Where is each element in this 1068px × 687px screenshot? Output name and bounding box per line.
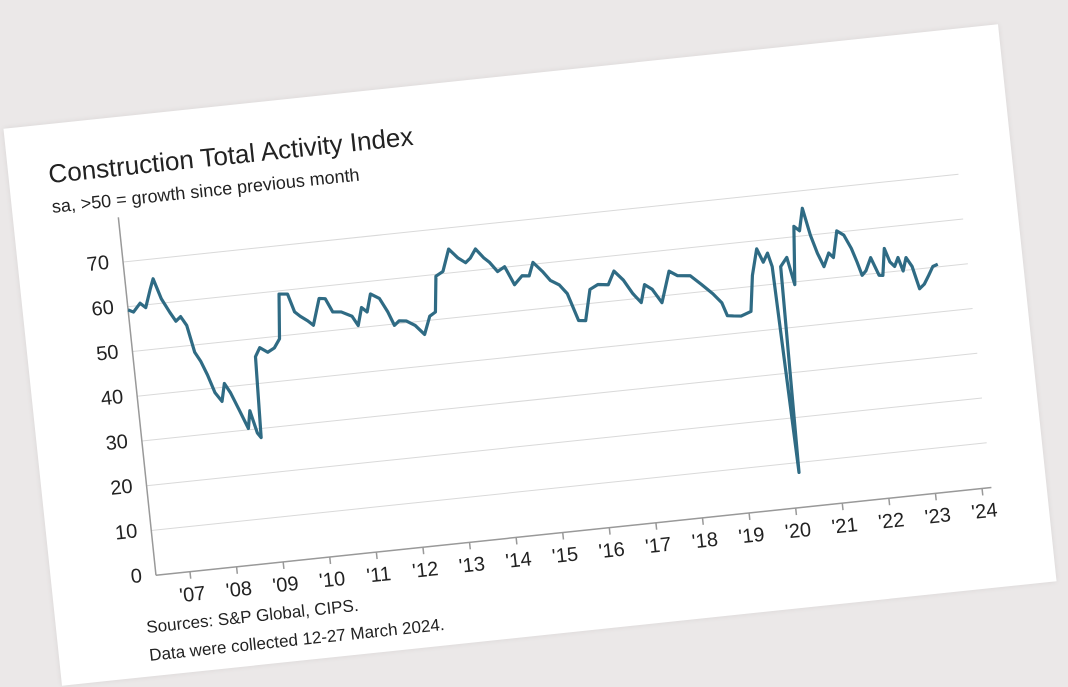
grid-line [123, 173, 959, 263]
x-tick [235, 566, 239, 574]
x-tick [934, 493, 937, 501]
x-tick-label: '15 [551, 543, 579, 568]
x-tick [329, 556, 332, 565]
x-tick [468, 542, 472, 550]
x-tick-label: '23 [924, 504, 952, 529]
chart: Construction Total Activity Index sa, >5… [47, 121, 999, 665]
grid-line [141, 352, 978, 442]
x-tick-label: '14 [504, 548, 532, 573]
chart-card: Construction Total Activity Index sa, >5… [3, 24, 1057, 686]
y-axis [117, 217, 157, 576]
x-tick-label: '17 [644, 534, 672, 559]
x-tick-label: '12 [411, 558, 439, 583]
y-tick-label: 10 [114, 520, 138, 544]
x-axis [155, 486, 992, 577]
x-tick-label: '13 [458, 553, 486, 578]
x-tick [189, 571, 192, 579]
x-tick-label: '10 [318, 568, 346, 593]
x-tick-label: '20 [784, 519, 812, 544]
grid-line [137, 307, 973, 397]
y-tick-label: 30 [105, 431, 129, 455]
x-tick [422, 547, 425, 555]
x-tick [981, 488, 984, 496]
x-tick [608, 527, 611, 535]
x-tick-label: '07 [178, 583, 206, 608]
grid-line [151, 442, 987, 532]
x-tick-label: '21 [831, 514, 859, 539]
x-tick-label: '22 [877, 509, 905, 534]
grid-line [146, 397, 983, 487]
x-tick-label: '24 [970, 499, 998, 524]
y-tick-label: 20 [109, 476, 133, 500]
x-tick-label: '08 [225, 578, 253, 603]
x-tick [375, 552, 378, 560]
y-tick-label: 60 [90, 297, 114, 321]
x-tick-label: '18 [691, 529, 719, 554]
y-tick-label: 70 [86, 252, 110, 276]
x-tick-label: '19 [737, 524, 765, 549]
x-tick [282, 561, 285, 569]
y-tick-label: 40 [100, 386, 124, 410]
y-tick-label: 0 [130, 565, 143, 588]
x-tick [701, 517, 704, 525]
grid-line [127, 218, 964, 308]
x-tick [841, 503, 844, 511]
grid-line [132, 263, 968, 353]
x-tick [655, 522, 658, 530]
x-tick-label: '16 [598, 539, 626, 564]
x-tick [888, 498, 891, 506]
x-tick [561, 532, 565, 540]
x-tick [515, 537, 518, 545]
y-tick-label: 50 [95, 341, 119, 365]
x-tick-label: '11 [365, 563, 392, 587]
x-tick [748, 512, 751, 521]
series-line [127, 206, 939, 475]
x-tick-label: '09 [271, 573, 299, 598]
x-tick [794, 507, 798, 516]
